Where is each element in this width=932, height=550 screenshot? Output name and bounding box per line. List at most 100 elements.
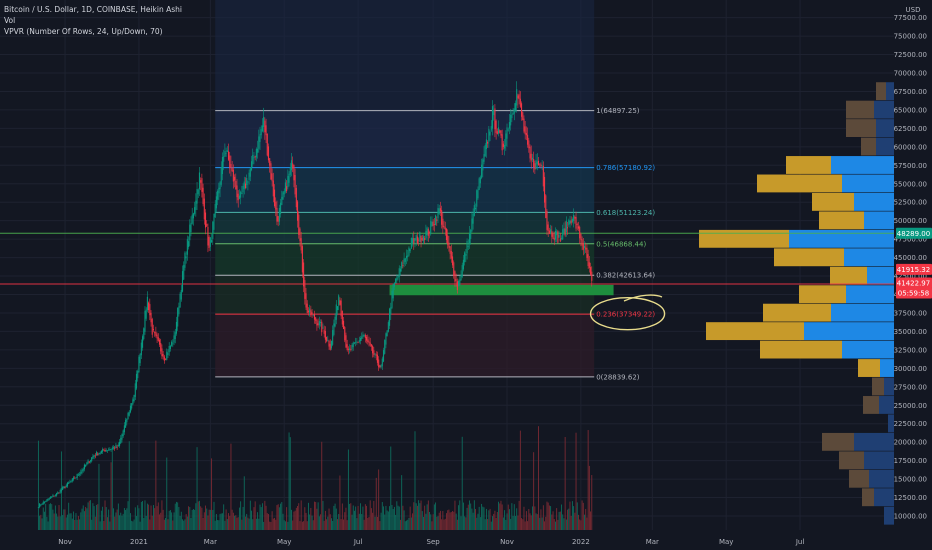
volume-bar bbox=[530, 515, 532, 530]
candle-body bbox=[339, 300, 341, 305]
price-tick-label: 67500.00 bbox=[894, 88, 927, 96]
volume-bar bbox=[197, 501, 199, 530]
volume-bar bbox=[329, 514, 331, 530]
volume-bar bbox=[50, 503, 51, 530]
highlight-ellipse-group[interactable] bbox=[589, 294, 666, 331]
candle-body bbox=[528, 140, 530, 149]
candle-body bbox=[327, 340, 329, 342]
volume-bar bbox=[389, 506, 391, 530]
candle-body bbox=[583, 245, 586, 248]
volume-bar bbox=[159, 514, 160, 530]
candle-body bbox=[352, 342, 354, 348]
volume-bar bbox=[477, 513, 479, 530]
candle-body bbox=[570, 220, 572, 224]
fib-zone bbox=[215, 212, 595, 244]
volume-bar bbox=[498, 501, 499, 530]
price-tick-label: 42500.00 bbox=[894, 273, 927, 281]
volume-bar bbox=[516, 508, 518, 530]
volume-bar bbox=[550, 506, 552, 530]
candle-body bbox=[367, 339, 369, 342]
candle-body bbox=[221, 157, 224, 175]
volume-bar bbox=[91, 519, 93, 530]
fib-retracement[interactable]: 1(64897.25) 0.786(57180.92) 0.618(51123.24… bbox=[215, 0, 655, 381]
candle-body bbox=[82, 468, 84, 471]
volume-bar bbox=[453, 511, 455, 530]
volume-bar bbox=[378, 469, 380, 530]
candle-body bbox=[536, 161, 538, 165]
candle-body bbox=[581, 239, 583, 246]
price-axis-panel[interactable] bbox=[894, 0, 932, 550]
candle-body bbox=[132, 399, 134, 405]
vp-up-bar bbox=[804, 322, 894, 341]
volume-bar bbox=[219, 513, 221, 530]
candle-body bbox=[472, 213, 474, 224]
candle-body bbox=[413, 238, 415, 244]
symbol-info[interactable]: Bitcoin / U.S. Dollar, 1D, COINBASE, Hei… bbox=[4, 5, 182, 14]
volume-bar bbox=[140, 501, 142, 530]
volume-bar bbox=[245, 516, 246, 530]
candle-body bbox=[315, 317, 317, 321]
volume-bar bbox=[407, 519, 409, 530]
candle-body bbox=[260, 129, 262, 136]
candle-body bbox=[361, 336, 363, 339]
fib-level-label: 0.5(46868.44) bbox=[596, 240, 646, 248]
volume-bar bbox=[172, 520, 174, 530]
candle-body bbox=[134, 383, 136, 397]
volume-bar bbox=[494, 510, 496, 530]
volume-bar bbox=[155, 440, 157, 530]
candle-body bbox=[120, 437, 122, 444]
volume-bar bbox=[431, 521, 433, 530]
candle-body bbox=[346, 344, 348, 351]
candle-body bbox=[236, 185, 238, 198]
volume-bar bbox=[363, 519, 365, 530]
support-zone-group[interactable] bbox=[389, 284, 614, 296]
vpvr-indicator-label[interactable]: VPVR (Number Of Rows, 24, Up/Down, 70) bbox=[4, 27, 163, 36]
volume-bar bbox=[98, 463, 100, 530]
price-tick-label: 17500.00 bbox=[894, 457, 927, 465]
volume-bar bbox=[345, 507, 347, 530]
volume-bar bbox=[272, 518, 274, 530]
volume-bar bbox=[377, 516, 378, 530]
volume-bar bbox=[307, 502, 309, 530]
volume-bar bbox=[448, 509, 450, 530]
highlight-ellipse[interactable] bbox=[589, 296, 666, 331]
candle-body bbox=[181, 271, 184, 292]
candle-body bbox=[37, 507, 39, 508]
vp-up-bar bbox=[874, 100, 894, 119]
candle-body bbox=[45, 501, 47, 503]
volume-bar bbox=[138, 508, 140, 530]
volume-bar bbox=[249, 500, 251, 530]
candle-body bbox=[98, 453, 100, 455]
candle-body bbox=[332, 330, 334, 345]
volume-bar bbox=[306, 521, 308, 530]
candle-body bbox=[445, 228, 448, 241]
candle-body bbox=[110, 449, 112, 450]
volume-bar bbox=[151, 515, 153, 530]
candle-body bbox=[385, 333, 387, 345]
volume-bar bbox=[442, 511, 444, 530]
candle-body bbox=[407, 255, 409, 257]
candle-body bbox=[432, 221, 434, 227]
volume-bar bbox=[268, 514, 269, 530]
candle-body bbox=[334, 316, 336, 327]
vp-up-bar bbox=[884, 377, 894, 396]
volume-bar bbox=[344, 512, 346, 530]
volume-indicator-label[interactable]: Vol bbox=[4, 16, 16, 25]
vp-down-bar bbox=[812, 192, 854, 211]
candle-body bbox=[438, 208, 440, 214]
volume-bar bbox=[295, 507, 297, 530]
candle-body bbox=[41, 504, 43, 505]
volume-bar bbox=[165, 517, 167, 530]
volume-bar bbox=[580, 520, 582, 530]
support-zone[interactable] bbox=[389, 284, 614, 296]
volume-bar bbox=[481, 503, 483, 530]
candle-body bbox=[253, 157, 255, 159]
volume-bar bbox=[44, 511, 45, 530]
volume-bar bbox=[364, 504, 366, 530]
volume-bar bbox=[519, 430, 521, 530]
volume-bar bbox=[421, 511, 423, 530]
time-axis-panel[interactable] bbox=[0, 531, 932, 550]
candle-body bbox=[97, 453, 99, 456]
volume-bar bbox=[430, 514, 432, 530]
